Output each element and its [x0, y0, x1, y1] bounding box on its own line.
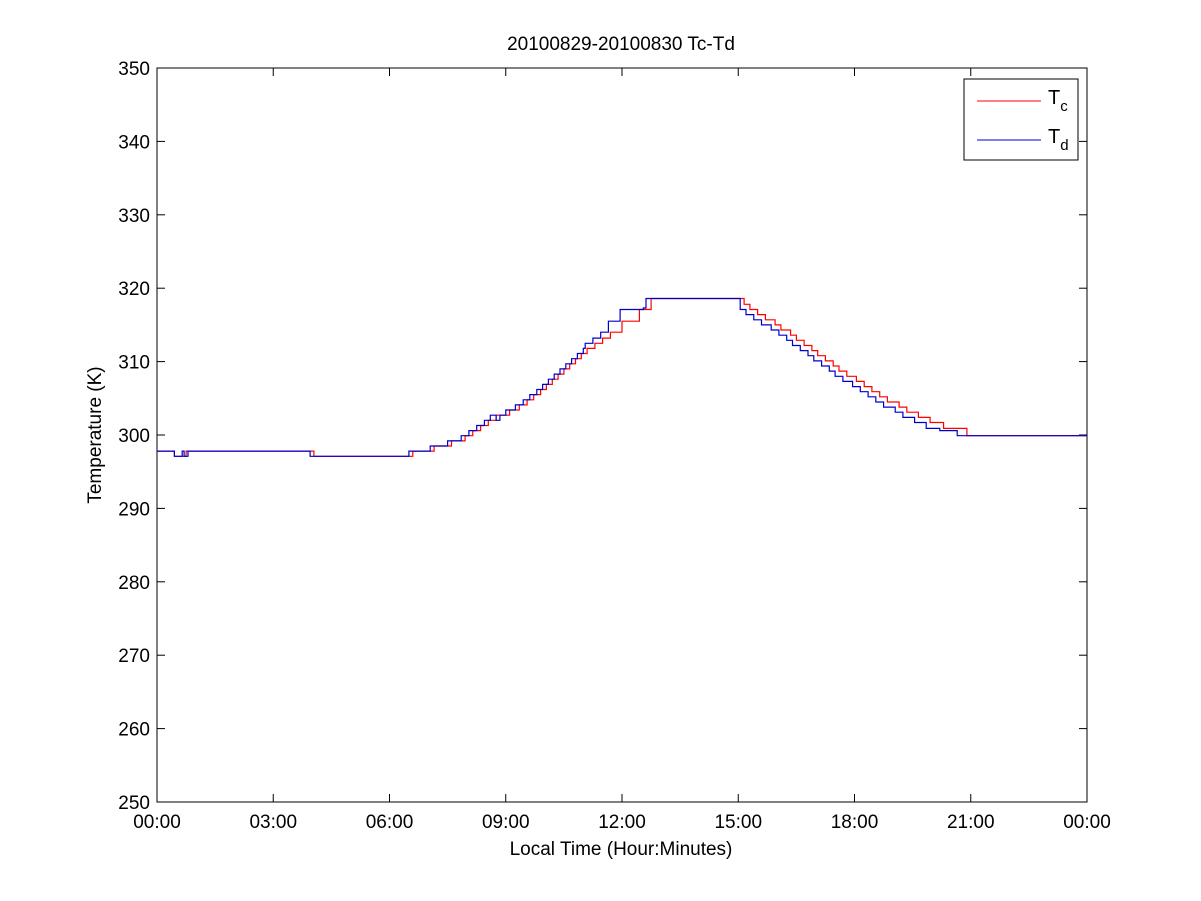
y-tick-label: 330 [118, 206, 150, 227]
y-tick-label: 320 [118, 279, 150, 300]
x-tick-label: 03:00 [249, 812, 297, 833]
axis-ticks: 00:00 03:00 06:00 09:00 12:00 15:00 18:00 21:00… [118, 59, 1110, 833]
y-tick-label: 310 [118, 353, 150, 374]
legend-label-tc: Tc [1048, 87, 1068, 115]
x-axis-title: Local Time (Hour:Minutes) [510, 839, 733, 860]
x-tick-label: 21:00 [947, 812, 995, 833]
y-tick-label: 350 [118, 59, 150, 80]
series-line-tc [157, 297, 1087, 457]
y-tick-label: 300 [118, 426, 150, 447]
x-tick-label: 15:00 [714, 812, 762, 833]
y-tick-label: 250 [118, 793, 150, 814]
y-tick-label: 280 [118, 573, 150, 594]
x-tick-label: 12:00 [598, 812, 646, 833]
legend-label-tc-sub: c [1060, 98, 1068, 115]
x-tick-label: 18:00 [831, 812, 879, 833]
y-tick-label: 270 [118, 646, 150, 667]
y-tick-label: 340 [118, 132, 150, 153]
x-tick-label: 00:00 [133, 812, 181, 833]
legend-label-td: Td [1048, 126, 1069, 154]
y-axis-title: Temperature (K) [85, 366, 106, 503]
series-layer [157, 297, 1087, 457]
y-tick-label: 290 [118, 499, 150, 520]
x-tick-label: 09:00 [482, 812, 530, 833]
legend-label-td-sub: d [1060, 137, 1068, 154]
legend-box [963, 78, 1079, 161]
series-line-td [157, 297, 1087, 457]
x-tick-label: 06:00 [366, 812, 414, 833]
chart-title: 20100829-20100830 Tc-Td [507, 34, 735, 55]
x-tick-label: 00:00 [1063, 812, 1111, 833]
y-tick-label: 260 [118, 720, 150, 741]
legend-label-tc-main: T [1048, 87, 1060, 109]
legend-label-td-main: T [1048, 126, 1060, 148]
plot-area [156, 67, 1088, 803]
legend: Tc Td [963, 78, 1079, 161]
